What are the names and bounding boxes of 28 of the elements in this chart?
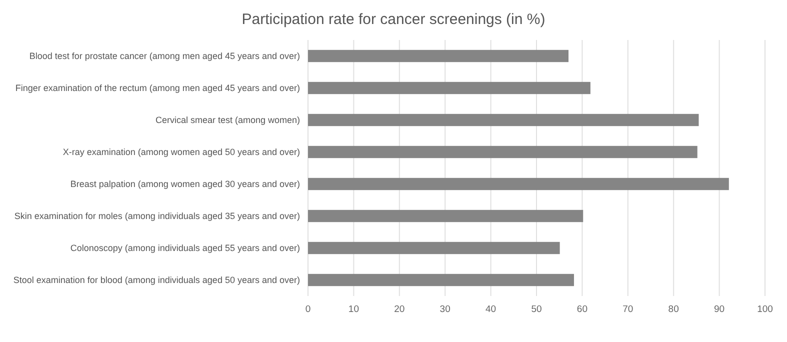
y-tick-label: Cervical smear test (among women) [155,115,300,126]
x-tick-label: 90 [714,304,725,315]
y-tick-label: Breast palpation (among women aged 30 years and over) [70,179,300,190]
chart-title: Participation rate for cancer screenings (in %) [242,11,546,28]
x-tick-label: 80 [668,304,679,315]
y-tick-label: Colonoscopy (among individuals aged 55 years and over) [70,243,300,254]
y-tick-label: X-ray examination (among women aged 50 years and over) [62,147,300,158]
bar [308,242,560,254]
y-tick-label: Stool examination for blood (among individuals aged 50 years and over) [13,275,300,286]
x-tick-label: 30 [440,304,450,315]
x-tick-label: 20 [394,304,405,315]
bar [308,210,584,222]
bar [308,50,568,62]
x-tick-label: 40 [486,304,496,315]
y-tick-label: Skin examination for moles (among individuals aged 35 years and over) [14,211,300,222]
y-tick-label: Blood test for prostate cancer (among men aged 45 years and over) [29,51,300,62]
x-tick-label: 10 [348,304,359,315]
y-tick-label: Finger examination of the rectum (among men aged 45 years and over) [15,83,300,94]
bar [308,274,574,286]
x-tick-label: 70 [622,304,634,315]
x-tick-label: 50 [531,304,542,315]
bar [308,114,699,126]
x-tick-label: 100 [757,304,773,315]
bar [308,82,590,94]
bar [308,146,698,158]
x-tick-label: 0 [305,304,311,315]
x-tick-label: 60 [576,304,588,315]
bar [308,178,729,190]
